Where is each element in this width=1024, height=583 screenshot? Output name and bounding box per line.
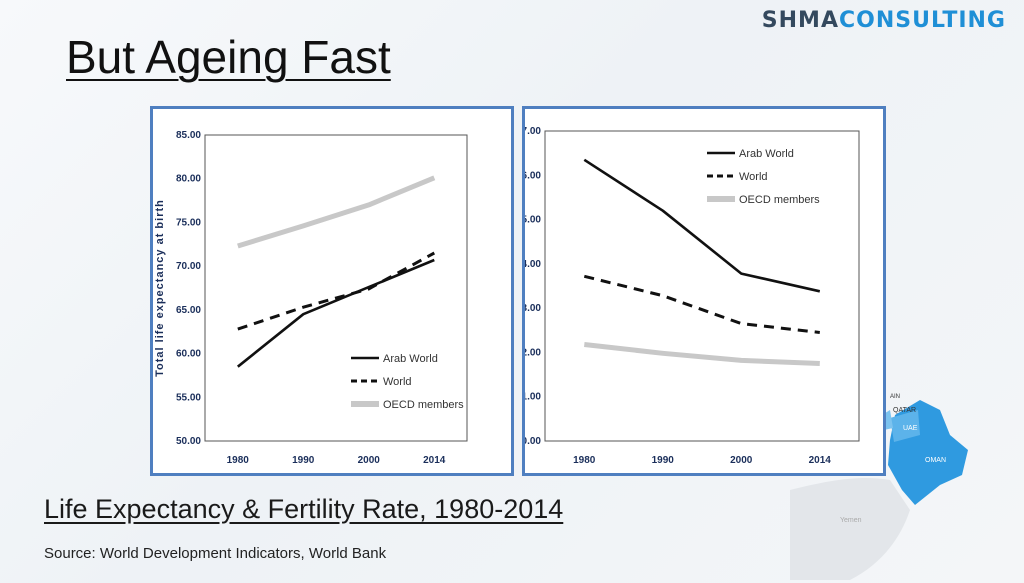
brand-logo: SHMACONSULTING xyxy=(762,8,1006,33)
x-tick-label: 1980 xyxy=(227,455,250,466)
series-line-world xyxy=(583,274,820,334)
life-expectancy-chart: 50.00 55.00 60.00 65.00 70.00 75.00 80.00 85.00… xyxy=(154,130,468,466)
y-tick-label: 75.00 xyxy=(176,217,201,228)
y-tick-label: 60.00 xyxy=(176,349,201,360)
slide-subtitle: Life Expectancy & Fertility Rate, 1980-2… xyxy=(44,494,564,524)
y-tick-label: 50.00 xyxy=(176,436,201,447)
life-expectancy-chart-panel: 50.00 55.00 60.00 65.00 70.00 75.00 80.00 85.00… xyxy=(150,106,514,476)
x-tick-label: 2014 xyxy=(809,455,832,466)
map-label-1: QATAR xyxy=(893,407,916,414)
legend-label: OECD members xyxy=(739,194,820,206)
fertility-rate-chart-panel: 0.00 1.00 2.00 3.00 4.00 5.00 6.00 7.00 1980 1990… xyxy=(522,106,886,476)
legend-label: Arab World xyxy=(739,148,794,160)
y-tick-label: 2.00 xyxy=(525,347,541,358)
y-tick-label: 3.00 xyxy=(525,303,541,314)
x-tick-label: 2000 xyxy=(730,455,753,466)
y-tick-label: 70.00 xyxy=(176,261,201,272)
plot-area xyxy=(204,134,468,442)
logo-text-part2: CONSULTING xyxy=(838,8,1006,33)
y-tick-label: 7.00 xyxy=(525,126,541,137)
series-line-oecd-members xyxy=(584,342,820,366)
fertility-rate-chart: 0.00 1.00 2.00 3.00 4.00 5.00 6.00 7.00 1980 1990… xyxy=(525,126,860,466)
map-land-peninsula xyxy=(790,478,910,580)
series-line-oecd-members xyxy=(237,175,436,249)
source-note: Source: World Development Indicators, Wo… xyxy=(44,545,387,562)
map-label-2: UAE xyxy=(903,425,918,432)
slide-title: But Ageing Fast xyxy=(66,31,391,83)
x-tick-label: 1990 xyxy=(652,455,675,466)
x-tick-label: 2000 xyxy=(358,455,381,466)
series-line-world xyxy=(237,251,436,331)
x-tick-label: 1990 xyxy=(292,455,315,466)
y-tick-label: 1.00 xyxy=(525,392,541,403)
legend-label: OECD members xyxy=(383,399,464,411)
legend-label: World xyxy=(739,171,768,183)
series-line-arab-world xyxy=(236,258,435,368)
x-tick-label: 1980 xyxy=(573,455,596,466)
legend-label: World xyxy=(383,376,412,388)
y-tick-label: 65.00 xyxy=(176,305,201,316)
y-tick-label: 85.00 xyxy=(176,130,201,141)
logo-text-part1: SHMA xyxy=(761,8,839,33)
y-tick-label: 6.00 xyxy=(525,170,541,181)
legend-label: Arab World xyxy=(383,353,438,365)
plot-area xyxy=(544,130,860,442)
y-tick-label: 80.00 xyxy=(176,174,201,185)
y-tick-label: 4.00 xyxy=(525,259,541,270)
x-tick-label: 2014 xyxy=(423,455,446,466)
y-tick-label: 55.00 xyxy=(176,392,201,403)
y-tick-label: 5.00 xyxy=(525,215,541,226)
y-axis-title: Total life expectancy at birth xyxy=(154,199,166,377)
y-tick-label: 0.00 xyxy=(525,436,541,447)
map-label-4: Yemen xyxy=(840,517,862,524)
map-label-3: OMAN xyxy=(925,457,946,464)
series-line-arab-world xyxy=(583,158,821,293)
map-land-uae xyxy=(890,410,920,442)
map-label-0: AIN xyxy=(890,394,900,400)
